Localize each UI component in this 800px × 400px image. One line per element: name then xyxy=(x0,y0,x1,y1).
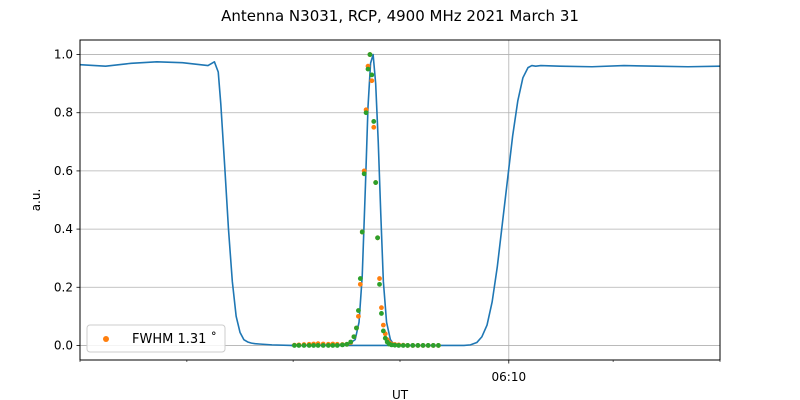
x-tick-label: 06:10 xyxy=(492,370,527,384)
y-tick-label: 1.0 xyxy=(54,48,73,62)
series-2-point xyxy=(371,124,377,130)
x-axis-label: UT xyxy=(392,388,409,400)
series-3-point xyxy=(354,325,359,331)
series-3-point xyxy=(377,281,382,287)
series-3-point xyxy=(351,334,357,340)
series-3-point xyxy=(301,343,307,348)
series-3-point xyxy=(359,229,365,235)
series-3-point xyxy=(325,343,331,348)
series-3-point xyxy=(392,342,398,348)
y-tick-label: 0.0 xyxy=(54,338,73,352)
series-3-point xyxy=(334,343,340,348)
series-layer xyxy=(79,52,721,348)
series-3-point xyxy=(367,52,373,57)
chart-title: Antenna N3031, RCP, 4900 MHz 2021 March … xyxy=(221,7,579,25)
series-3-point xyxy=(344,341,350,347)
series-3-point xyxy=(405,343,411,348)
series-3-point xyxy=(415,343,421,348)
series-line-0 xyxy=(79,61,721,347)
series-3-point xyxy=(420,343,426,348)
y-axis: 0.0 0.2 0.4 0.6 0.8 1.0 xyxy=(54,48,80,352)
plot-frame xyxy=(79,39,721,361)
series-3-point xyxy=(356,308,361,313)
series-line-1 xyxy=(291,53,439,347)
series-3-point xyxy=(436,343,441,348)
series-3-point xyxy=(375,235,380,241)
series-3-point xyxy=(306,343,312,348)
legend-label: FWHM 1.31 ˚ xyxy=(132,331,217,347)
series-3-point xyxy=(311,343,316,348)
y-tick-label: 0.6 xyxy=(54,164,73,178)
series-3-point xyxy=(371,119,377,124)
series-3-point xyxy=(320,343,326,348)
series-3-point xyxy=(340,342,345,348)
y-axis-label: a.u. xyxy=(29,189,43,212)
series-3-point xyxy=(380,328,386,334)
series-3-point xyxy=(348,339,354,345)
series-2-point xyxy=(377,276,382,281)
series-3-point xyxy=(365,66,371,72)
series-2-point xyxy=(357,281,363,287)
series-3-point xyxy=(410,343,416,348)
grid xyxy=(80,40,720,360)
series-3-point xyxy=(292,343,297,348)
series-2-point xyxy=(379,305,384,311)
series-3-point xyxy=(379,311,384,316)
series-3-point xyxy=(363,110,369,116)
series-3-point xyxy=(396,343,402,348)
y-tick-label: 0.4 xyxy=(54,222,73,236)
y-tick-label: 0.8 xyxy=(54,106,73,120)
series-3-point xyxy=(315,343,321,348)
series-2-point xyxy=(356,313,361,319)
y-tick-label: 0.2 xyxy=(54,280,73,294)
series-2-point xyxy=(369,78,375,84)
legend-marker xyxy=(103,336,109,342)
series-3-point xyxy=(361,171,367,177)
legend: FWHM 1.31 ˚ xyxy=(86,324,226,353)
series-3-point xyxy=(357,276,363,281)
series-3-point xyxy=(369,72,375,78)
series-3-point xyxy=(330,343,336,348)
series-3-point xyxy=(400,343,406,348)
series-3-point xyxy=(296,343,302,348)
x-axis: 06:10 xyxy=(79,360,721,384)
series-3-point xyxy=(430,343,436,348)
series-2-point xyxy=(380,322,386,328)
series-3-point xyxy=(373,180,379,185)
series-3-point xyxy=(425,343,431,348)
series-3-point xyxy=(382,335,388,341)
legend-box xyxy=(86,324,226,353)
